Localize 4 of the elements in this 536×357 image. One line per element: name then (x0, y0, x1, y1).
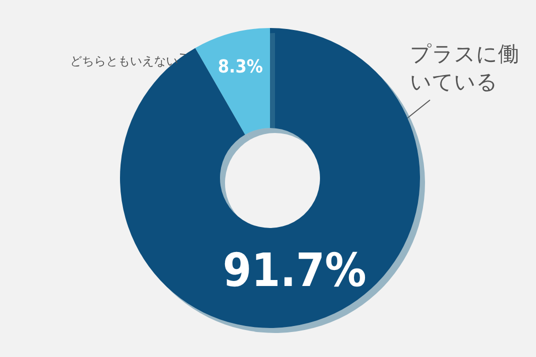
slice-label: どちらともいえない (70, 54, 178, 68)
data-label: 8.3% (218, 56, 263, 78)
slice-label: プラスに働いている (410, 42, 519, 94)
data-label: 91.7% (222, 242, 366, 297)
